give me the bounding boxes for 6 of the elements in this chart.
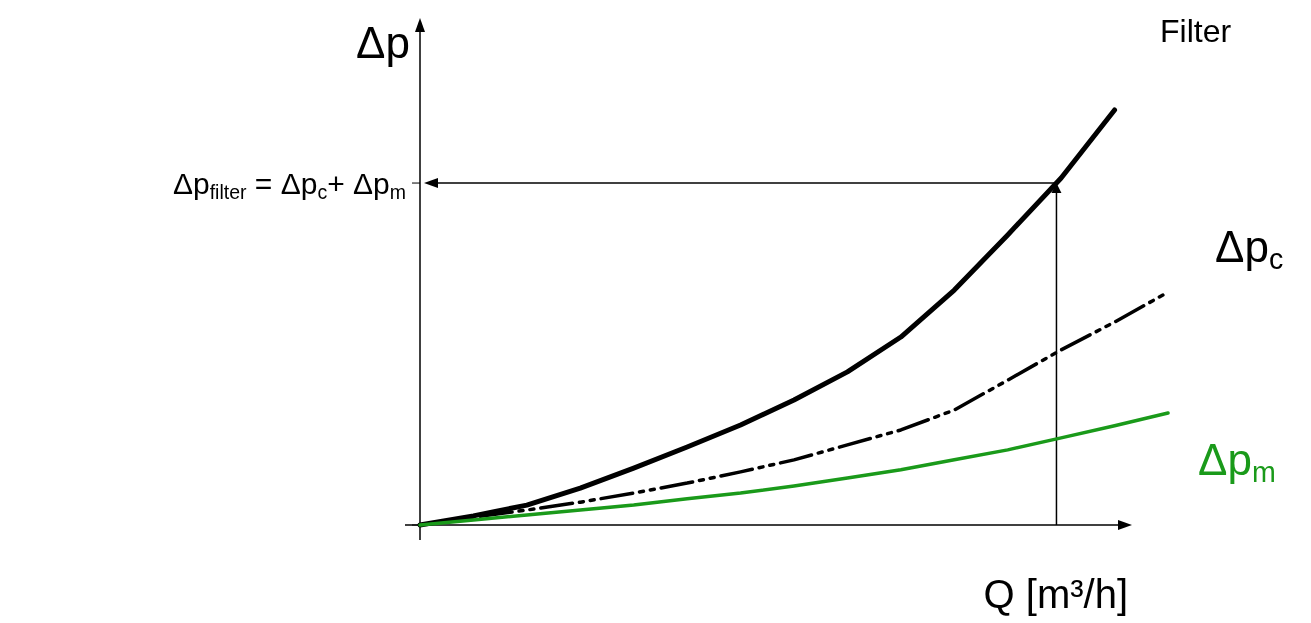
series-label: Δp$_{c}$ xyxy=(1215,222,1284,276)
ref-line-label: Δp$_{filter}$ = Δp$_{c}$+ Δp$_{m}$ xyxy=(172,167,406,204)
x-axis-title: Q [m³/h] xyxy=(983,572,1128,616)
series-label: Δp$_{m}$ xyxy=(1198,435,1276,489)
y-axis-title: Δp xyxy=(356,18,410,67)
text: Filter xyxy=(1160,13,1232,49)
